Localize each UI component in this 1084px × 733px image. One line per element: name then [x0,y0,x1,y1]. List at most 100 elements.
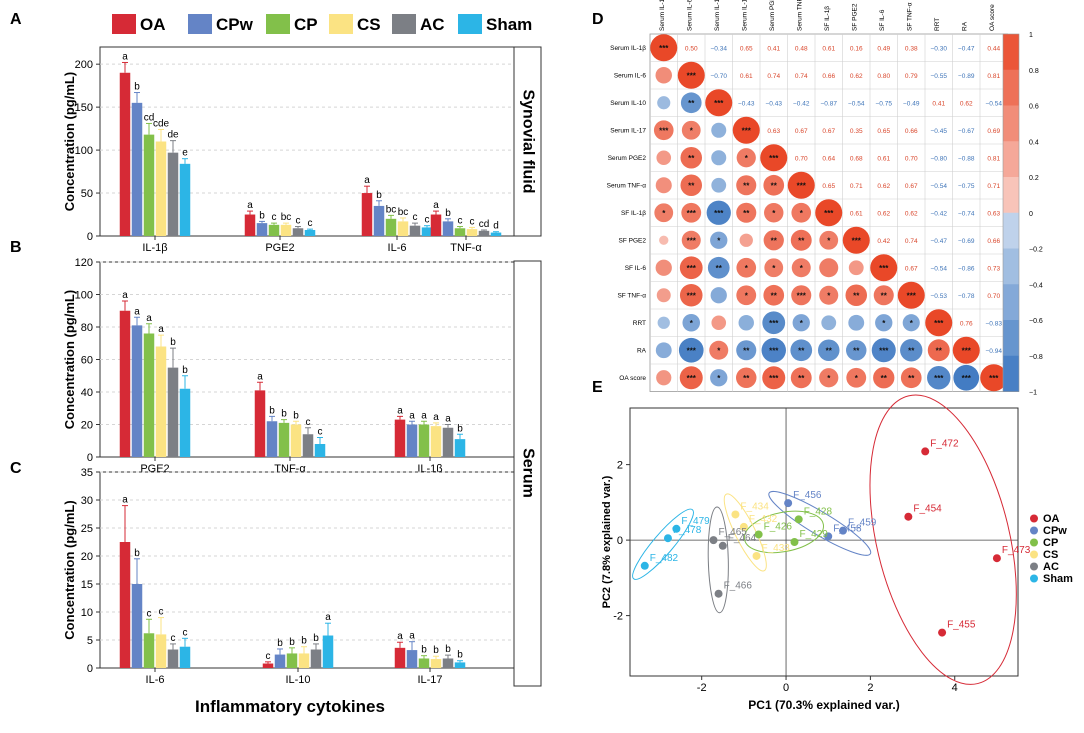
correlation-circle [817,339,840,362]
correlation-circle [848,314,865,331]
pca-point-ac [718,541,727,550]
group-ellipse-cpw [768,490,872,556]
y-tick-label: 200 [75,59,93,71]
bar-sham [179,646,191,668]
significance-marker: ** [936,346,943,355]
bar-cs [280,224,292,236]
correlation-value: −0.89 [958,73,975,80]
correlation-circle [927,339,950,362]
correlation-circle [900,367,922,389]
pca-legend-dot-oa [1030,514,1038,523]
significance-letter: b [289,637,295,648]
correlation-circle [900,339,923,362]
significance-marker: * [882,319,886,328]
bar-sham [421,227,433,236]
significance-letter: b [376,190,382,201]
correlation-circle [732,116,760,144]
colorbar-segment [1003,320,1019,357]
pca-point-oa [921,447,930,456]
significance-marker: ** [688,154,695,163]
significance-letter: de [167,130,179,141]
bar-ac [442,427,454,457]
y-axis-label: PC2 (7.8% explained var.) [601,475,613,608]
bar-ac [409,225,421,236]
correlation-value: −0.88 [958,155,975,162]
y-tick-label: 100 [75,290,93,302]
significance-marker: * [910,319,914,328]
correlation-circle [762,311,786,335]
significance-letter: a [409,631,415,642]
bar-cp [385,218,397,236]
pca-point-ac [714,589,723,598]
significance-letter: e [182,148,188,159]
correlation-circle [736,148,756,168]
significance-marker: * [690,126,694,135]
heatmap-col-label: Serum IL-17 [741,0,748,31]
heatmap-row-label: SF PGE2 [619,237,647,244]
significance-marker: *** [989,374,999,383]
group-ellipse-oa [869,394,1017,685]
pca-point-ac [709,536,718,545]
bar-cpw [442,221,454,236]
correlation-value: 0.62 [877,183,890,190]
significance-marker: ** [716,264,723,273]
bar-sham [490,232,502,236]
significance-letter: b [445,644,451,655]
bar-sham [322,635,334,668]
bar-sham [179,163,191,236]
correlation-value: 0.41 [932,100,945,107]
correlation-circle [845,284,868,307]
significance-letter: c [159,607,164,618]
bar-cpw [274,654,286,668]
correlation-value: −0.43 [738,100,755,107]
pca-point-label: F_429 [799,529,828,540]
correlation-circle [791,258,811,278]
bar-cpw [373,205,385,236]
bar-cpw [131,584,143,668]
panel-label-d: D [592,11,604,28]
significance-marker: * [745,291,749,300]
bar-sham [304,229,316,236]
x-tick-label: 2 [867,682,873,694]
bar-oa [119,310,131,457]
correlation-circle [764,203,784,223]
bar-cp [143,134,155,236]
significance-marker: * [800,209,804,218]
group-ellipse-ac [707,506,729,614]
significance-marker: ** [771,236,778,245]
significance-letter: b [269,405,275,416]
significance-marker: ** [743,209,750,218]
colorbar-tick-label: 0.6 [1029,104,1039,111]
panel-label-b: B [10,239,22,256]
y-tick-label: 20 [81,551,93,563]
significance-marker: *** [687,264,697,273]
significance-marker: *** [934,319,944,328]
correlation-circle [710,231,728,249]
correlation-circle [705,89,733,117]
correlation-circle [679,283,703,307]
correlation-value: −0.45 [931,128,948,135]
significance-letter: c [308,218,313,229]
correlation-circle [656,370,672,386]
significance-marker: *** [742,126,752,135]
pca-point-cs [731,510,740,519]
significance-marker: *** [824,209,834,218]
bar-cp [143,333,155,457]
significance-marker: *** [714,99,724,108]
category-label: TNF-α [450,242,482,254]
significance-marker: * [800,264,804,273]
correlation-circle [842,226,870,254]
correlation-circle [707,256,730,279]
correlation-circle [736,257,757,278]
correlation-circle [846,367,867,388]
correlation-circle [763,174,785,196]
side-label-serum: Serum [519,448,536,498]
correlation-value: 0.66 [987,238,1000,245]
bar-ac [167,367,179,457]
correlation-circle [763,230,784,251]
correlation-circle [873,285,894,306]
correlation-value: −0.70 [711,73,728,80]
pca-point-cpw [784,499,793,508]
